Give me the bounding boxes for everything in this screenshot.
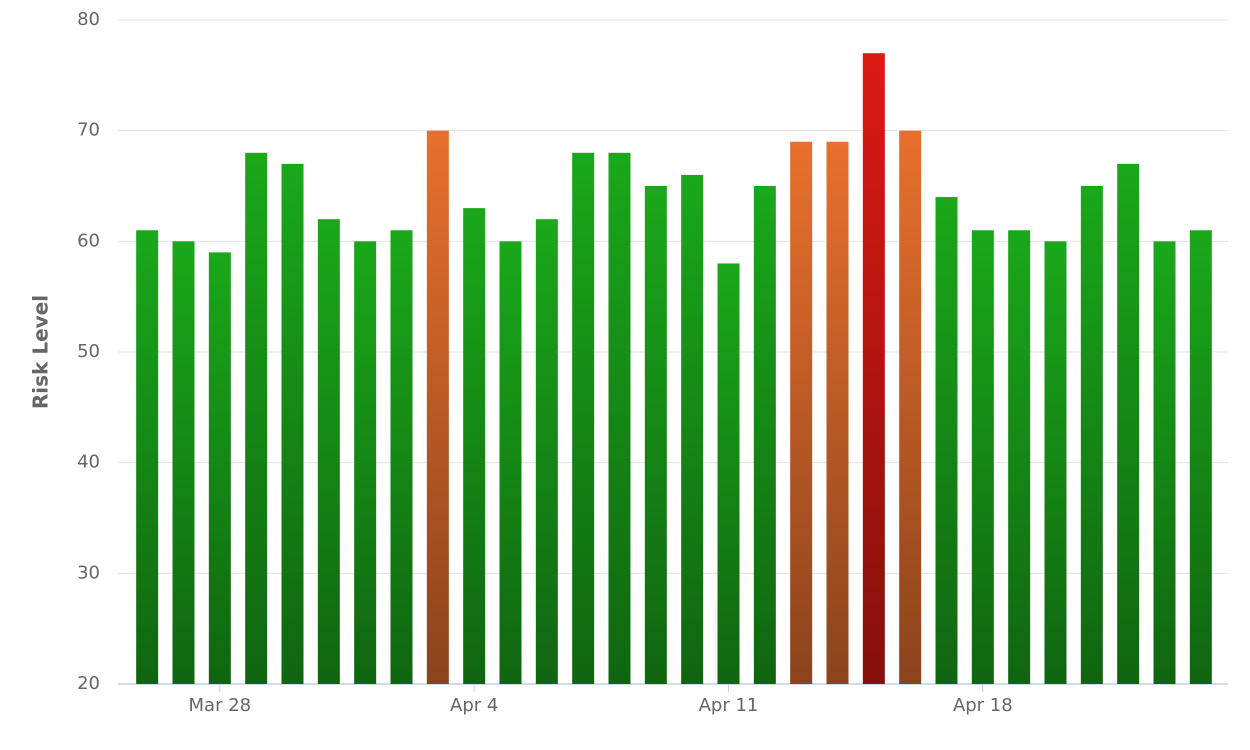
bar	[535, 219, 558, 684]
bar	[1153, 241, 1176, 685]
bar	[826, 141, 849, 684]
bar	[208, 252, 231, 684]
y-tick-label: 20	[77, 673, 100, 694]
bar	[753, 186, 776, 684]
bar	[1044, 241, 1067, 685]
y-tick-label: 80	[77, 9, 100, 30]
bar	[862, 53, 885, 684]
bar	[681, 174, 704, 684]
x-tick-label: Apr 18	[953, 695, 1013, 716]
bar	[354, 241, 377, 685]
bar	[717, 263, 740, 684]
bar	[317, 219, 340, 684]
bar	[790, 141, 813, 684]
bar	[426, 130, 449, 684]
bar	[463, 208, 486, 684]
bar	[245, 152, 268, 685]
y-tick-label: 40	[77, 452, 100, 473]
bar	[971, 230, 994, 684]
bar	[390, 230, 413, 684]
bar	[281, 163, 304, 684]
bar	[1189, 230, 1212, 684]
y-tick-label: 70	[77, 120, 100, 141]
x-tick-label: Mar 28	[189, 695, 252, 716]
y-axis-title: Risk Level	[29, 295, 53, 409]
bar	[644, 186, 667, 684]
bar	[136, 230, 159, 684]
y-tick-label: 50	[77, 341, 100, 362]
bar	[935, 197, 958, 685]
y-tick-label: 60	[77, 230, 100, 251]
bar	[172, 241, 195, 685]
y-tick-label: 30	[77, 562, 100, 583]
bar	[1008, 230, 1031, 684]
bar	[608, 152, 631, 685]
bar	[899, 130, 922, 684]
bar	[1080, 186, 1103, 684]
x-tick-label: Apr 4	[450, 695, 498, 716]
bar	[572, 152, 595, 685]
bar	[1117, 163, 1140, 684]
x-tick-label: Apr 11	[699, 695, 759, 716]
bar	[499, 241, 522, 685]
